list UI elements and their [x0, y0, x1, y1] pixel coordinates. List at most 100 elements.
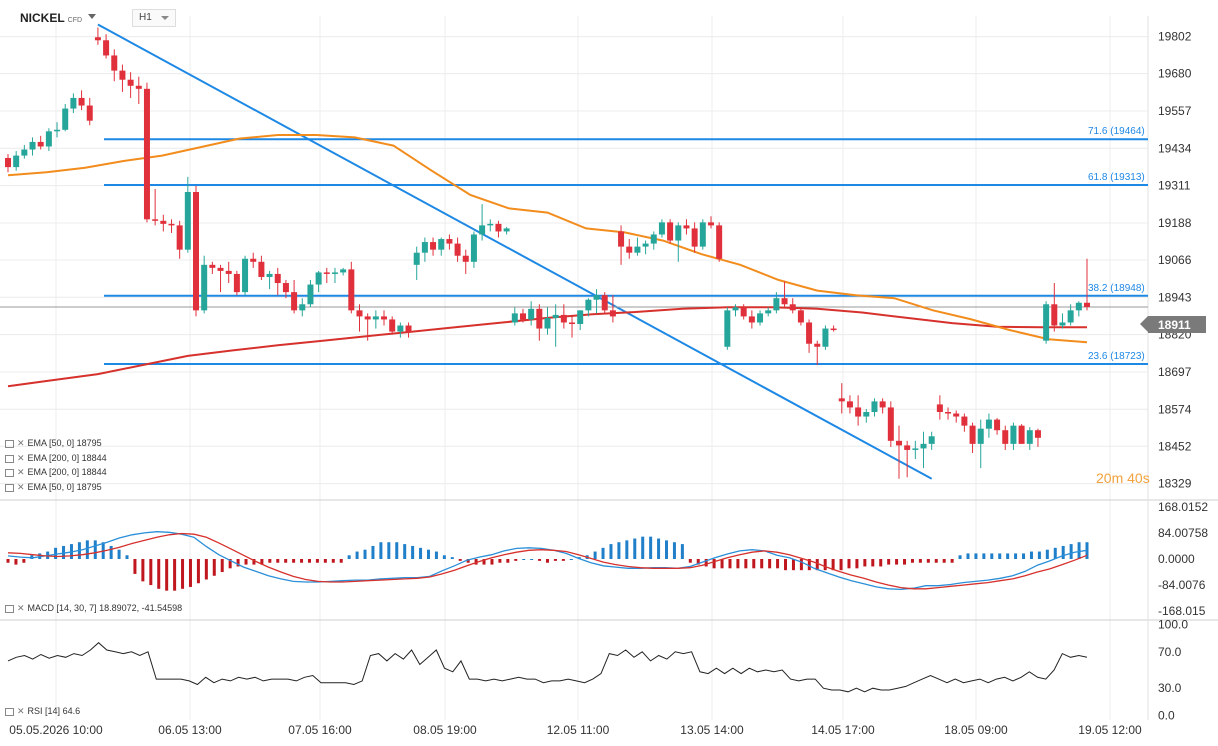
macd-histogram-bar	[395, 542, 399, 559]
candle-body	[1075, 302, 1082, 311]
macd-histogram-bar	[688, 559, 692, 563]
macd-histogram-bar	[173, 559, 177, 591]
x-tick-label: 05.05.2026 10:00	[9, 723, 103, 737]
candle-body	[765, 310, 772, 314]
candle-body	[119, 70, 126, 80]
candle	[757, 310, 764, 326]
macd-histogram-bar	[149, 559, 153, 586]
candle	[1075, 301, 1082, 317]
candle-body	[1059, 322, 1066, 326]
candle-body	[691, 228, 698, 247]
candle	[945, 407, 952, 420]
close-icon[interactable]: ✕	[17, 482, 25, 492]
macd-histogram-bar	[196, 559, 200, 584]
y-tick-label: 18943	[1158, 290, 1192, 304]
macd-histogram-bar	[768, 559, 772, 569]
candle-body	[707, 222, 714, 226]
macd-legend[interactable]: ✕ MACD [14, 30, 7] 18.89072, -41.54598	[5, 603, 182, 614]
close-icon[interactable]: ✕	[17, 603, 25, 613]
candle	[143, 82, 150, 223]
candle	[5, 154, 11, 173]
candle	[569, 316, 576, 338]
candle	[1051, 283, 1058, 332]
indicator-item[interactable]: ✕ EMA [50, 0] 18795	[5, 438, 102, 449]
candle-body	[143, 88, 150, 220]
candle	[250, 252, 257, 268]
trendline	[97, 23, 933, 480]
candle-body	[683, 225, 690, 229]
indicator-item[interactable]: ✕ EMA [200, 0] 18844	[5, 453, 107, 464]
macd-histogram-bar	[292, 559, 296, 563]
candle-body	[381, 316, 388, 320]
macd-histogram-bar	[117, 549, 121, 559]
candle-body	[830, 328, 837, 331]
candle	[650, 231, 657, 250]
settings-icon[interactable]	[5, 604, 14, 613]
candle	[495, 220, 502, 238]
macd-histogram-bar	[236, 559, 240, 567]
macd-histogram-bar	[776, 559, 780, 569]
candle	[707, 216, 714, 229]
candle	[609, 295, 616, 323]
candle-body	[250, 258, 257, 262]
settings-icon[interactable]	[5, 707, 14, 716]
settings-icon[interactable]	[5, 483, 14, 492]
candle	[1067, 304, 1074, 326]
candle-body	[438, 239, 445, 250]
macd-histogram-bar	[157, 559, 161, 589]
symbol-type: CFD	[67, 17, 83, 24]
candle	[29, 137, 36, 156]
macd-histogram-bar	[680, 544, 684, 559]
indicator-item[interactable]: ✕ EMA [200, 0] 18844	[5, 467, 107, 478]
settings-icon[interactable]	[5, 454, 14, 463]
candle-body	[732, 307, 739, 311]
candle-body	[724, 310, 731, 347]
candle-body	[920, 443, 927, 449]
candle-body	[601, 295, 608, 311]
settings-icon[interactable]	[5, 468, 14, 477]
close-icon[interactable]: ✕	[17, 453, 25, 463]
candle	[1018, 424, 1025, 444]
candle-body	[233, 273, 240, 293]
macd-histogram-bar	[387, 542, 391, 559]
candle-body	[54, 129, 61, 132]
x-tick-label: 14.05 17:00	[811, 723, 875, 737]
candle-body	[487, 223, 494, 226]
candle	[315, 270, 322, 293]
indicator-label: EMA [50, 0] 18795	[27, 482, 102, 492]
candle	[912, 440, 919, 460]
macd-histogram-bar	[982, 553, 986, 559]
macd-histogram-bar	[1006, 553, 1010, 559]
macd-histogram-bar	[331, 559, 335, 563]
macd-histogram-bar	[1045, 549, 1049, 559]
candle-body	[577, 310, 584, 324]
macd-histogram-bar	[490, 559, 494, 565]
candle	[740, 304, 747, 320]
close-icon[interactable]: ✕	[17, 467, 25, 477]
settings-icon[interactable]	[5, 439, 14, 448]
y-tick-label: 19434	[1158, 141, 1192, 155]
candle	[217, 264, 224, 293]
candle-body	[168, 223, 175, 226]
indicator-item[interactable]: ✕ EMA [50, 0] 18795	[5, 482, 102, 493]
chevron-down-icon[interactable]	[88, 14, 96, 19]
macd-histogram-bar	[815, 559, 819, 571]
candle-body	[160, 220, 167, 224]
y-tick-label: 19311	[1158, 179, 1191, 193]
candle	[1002, 425, 1009, 450]
symbol-selector[interactable]: NICKEL CFD	[20, 11, 82, 25]
candle	[470, 231, 477, 268]
macd-histogram-bar	[704, 559, 708, 567]
timeframe-dropdown[interactable]: H1	[132, 9, 176, 27]
rsi-legend[interactable]: ✕ RSI [14] 64.6	[5, 706, 80, 717]
close-icon[interactable]: ✕	[17, 706, 25, 716]
candle	[430, 237, 437, 256]
candle	[307, 280, 314, 308]
candle-body	[895, 440, 902, 446]
candle-body	[846, 401, 853, 408]
rsi-tick-label: 0.0	[1158, 708, 1175, 722]
close-icon[interactable]: ✕	[17, 438, 25, 448]
candle-body	[152, 219, 159, 221]
macd-histogram-bar	[284, 559, 288, 563]
candle-body	[994, 419, 1001, 431]
